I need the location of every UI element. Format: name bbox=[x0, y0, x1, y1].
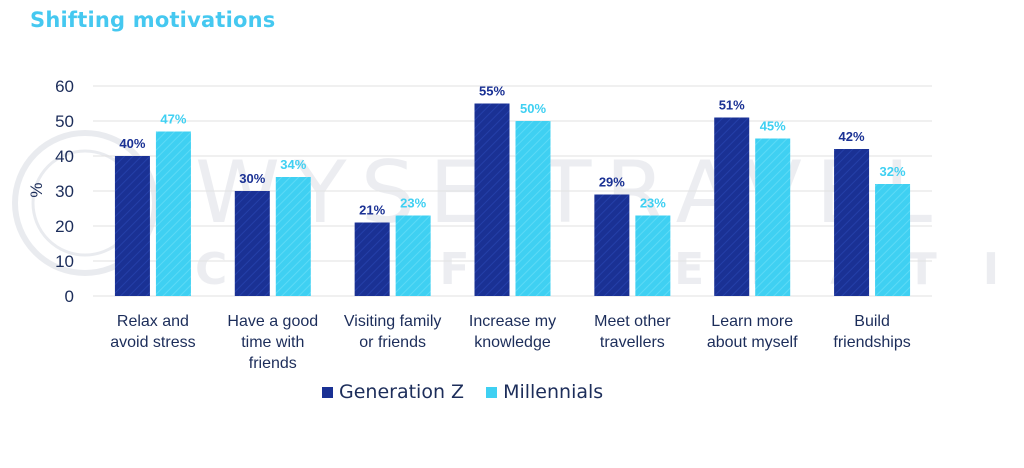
bar-millennials bbox=[395, 215, 431, 296]
bar-generation-z bbox=[714, 117, 750, 296]
data-label-generation-z: 40% bbox=[119, 136, 145, 151]
y-tick-label: 0 bbox=[65, 287, 74, 306]
x-tick-label: friends bbox=[249, 355, 297, 372]
data-label-millennials: 50% bbox=[520, 101, 546, 116]
x-tick-label: Meet other bbox=[594, 313, 671, 330]
x-tick-label: Have a good bbox=[227, 313, 318, 330]
legend-label-generation-z: Generation Z bbox=[339, 381, 465, 403]
bar-generation-z bbox=[474, 103, 510, 296]
legend-item-generation-z: Generation Z bbox=[322, 381, 464, 403]
bar-millennials bbox=[635, 215, 671, 296]
legend-label-millennials: Millennials bbox=[503, 381, 604, 403]
bar-millennials bbox=[275, 177, 311, 296]
bar-generation-z bbox=[834, 149, 870, 296]
legend-swatch-generation-z bbox=[322, 386, 333, 398]
x-tick-label: Learn more bbox=[711, 313, 793, 330]
data-label-generation-z: 51% bbox=[719, 98, 745, 113]
bar-generation-z bbox=[234, 191, 270, 296]
x-tick-label: Relax and bbox=[117, 313, 189, 330]
y-axis-label: % bbox=[27, 182, 46, 197]
x-tick-label: Visiting family bbox=[344, 313, 442, 330]
bar-millennials bbox=[515, 121, 551, 296]
x-tick-label: time with bbox=[241, 334, 304, 351]
data-label-millennials: 47% bbox=[160, 112, 186, 127]
legend-item-millennials: Millennials bbox=[486, 381, 603, 403]
data-label-generation-z: 21% bbox=[359, 203, 385, 218]
bar-millennials bbox=[155, 131, 191, 296]
x-tick-label: avoid stress bbox=[110, 334, 195, 351]
data-label-generation-z: 55% bbox=[479, 84, 505, 99]
bar-millennials bbox=[755, 138, 791, 296]
legend-swatch-millennials bbox=[486, 386, 498, 398]
data-label-generation-z: 42% bbox=[839, 129, 865, 144]
x-tick-label: friendships bbox=[833, 334, 910, 351]
x-tick-label: about myself bbox=[707, 334, 798, 351]
data-label-millennials: 34% bbox=[280, 157, 306, 172]
y-tick-label: 10 bbox=[55, 252, 74, 271]
x-tick-label: knowledge bbox=[474, 334, 551, 351]
data-label-millennials: 23% bbox=[400, 196, 426, 211]
data-label-millennials: 32% bbox=[880, 164, 906, 179]
y-tick-label: 30 bbox=[55, 182, 74, 201]
legend: Generation Z Millennials bbox=[322, 381, 625, 403]
data-label-generation-z: 30% bbox=[239, 171, 265, 186]
data-label-millennials: 45% bbox=[760, 119, 786, 134]
bar-generation-z bbox=[114, 156, 150, 296]
x-tick-label: travellers bbox=[600, 334, 665, 351]
y-tick-label: 20 bbox=[55, 217, 74, 236]
data-label-millennials: 23% bbox=[640, 196, 666, 211]
y-tick-label: 40 bbox=[55, 147, 74, 166]
y-tick-label: 60 bbox=[55, 77, 74, 96]
x-tick-label: Build bbox=[854, 313, 890, 330]
chart-title: Shifting motivations bbox=[30, 8, 276, 32]
x-tick-label: Increase my bbox=[469, 313, 556, 330]
data-label-generation-z: 29% bbox=[599, 175, 625, 190]
bar-generation-z bbox=[594, 194, 630, 296]
bar-millennials bbox=[875, 184, 911, 296]
x-tick-label: or friends bbox=[359, 334, 426, 351]
bar-generation-z bbox=[354, 222, 390, 296]
y-tick-label: 50 bbox=[55, 112, 74, 131]
